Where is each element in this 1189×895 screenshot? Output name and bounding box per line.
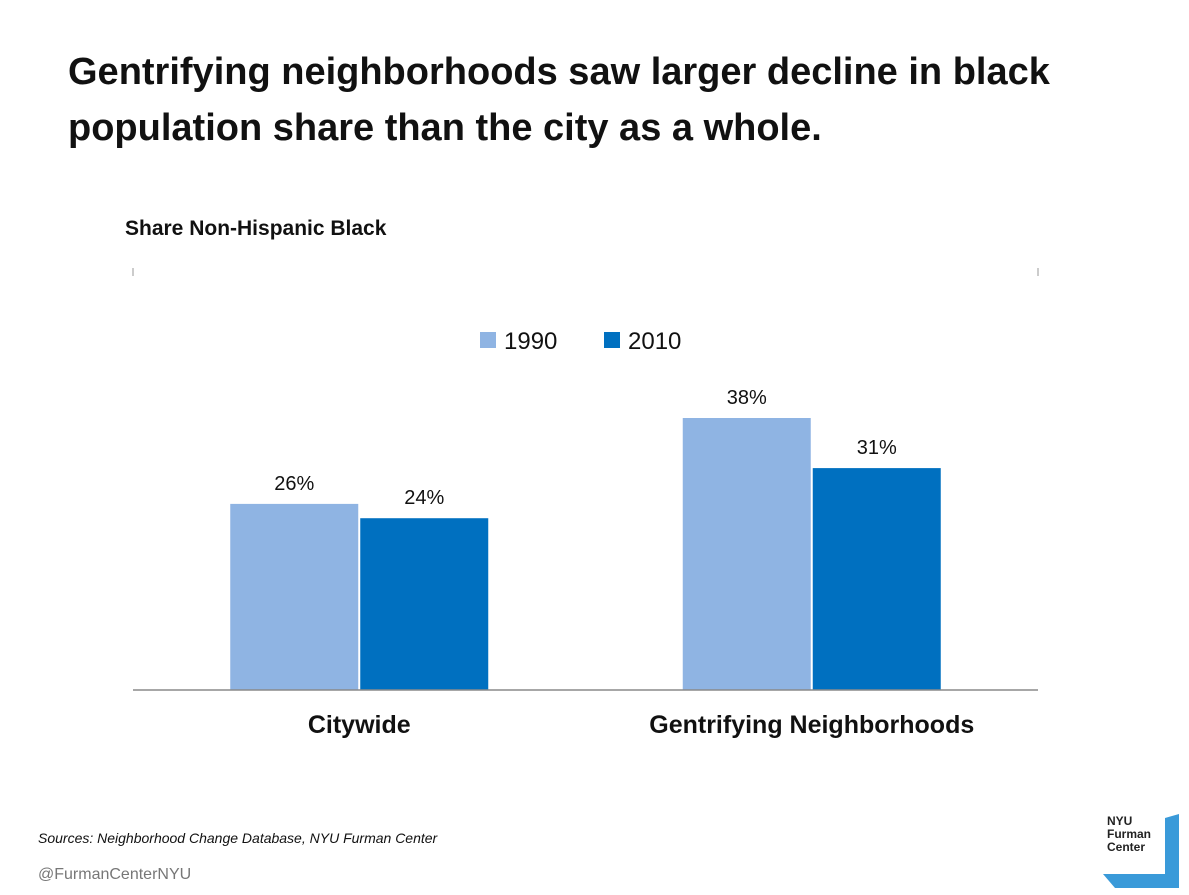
furman-center-logo — [1103, 814, 1179, 888]
data-label-citywide-1990: 26% — [274, 473, 314, 495]
logo-line-2: Furman — [1107, 827, 1152, 841]
bar-citywide-2010 — [360, 518, 489, 690]
legend-swatch-1990 — [480, 332, 496, 348]
chart-subtitle: Share Non-Hispanic Black — [125, 217, 387, 240]
twitter-handle: @FurmanCenterNYU — [38, 866, 192, 883]
data-label-citywide-2010: 24% — [404, 487, 444, 509]
bar-citywide-1990 — [230, 503, 359, 690]
data-label-gentrifying-neighborhoods-2010: 31% — [857, 437, 897, 459]
sources-note: Sources: Neighborhood Change Database, N… — [38, 830, 438, 846]
logo-text: NYU Furman Center — [1107, 815, 1177, 854]
bar-gentrifying-neighborhoods-2010 — [812, 468, 941, 690]
logo-line-3: Center — [1107, 840, 1146, 854]
logo-mark-icon — [1103, 814, 1179, 888]
bar-gentrifying-neighborhoods-1990 — [682, 418, 811, 690]
category-label-gentrifying-neighborhoods: Gentrifying Neighborhoods — [649, 711, 974, 739]
legend-label-2010: 2010 — [628, 328, 681, 355]
category-label-citywide: Citywide — [308, 711, 411, 739]
chart-title: Gentrifying neighborhoods saw larger dec… — [68, 51, 1050, 149]
logo-line-1: NYU — [1107, 814, 1133, 828]
legend-swatch-2010 — [604, 332, 620, 348]
data-label-gentrifying-neighborhoods-1990: 38% — [727, 387, 767, 409]
legend-label-1990: 1990 — [504, 328, 557, 355]
